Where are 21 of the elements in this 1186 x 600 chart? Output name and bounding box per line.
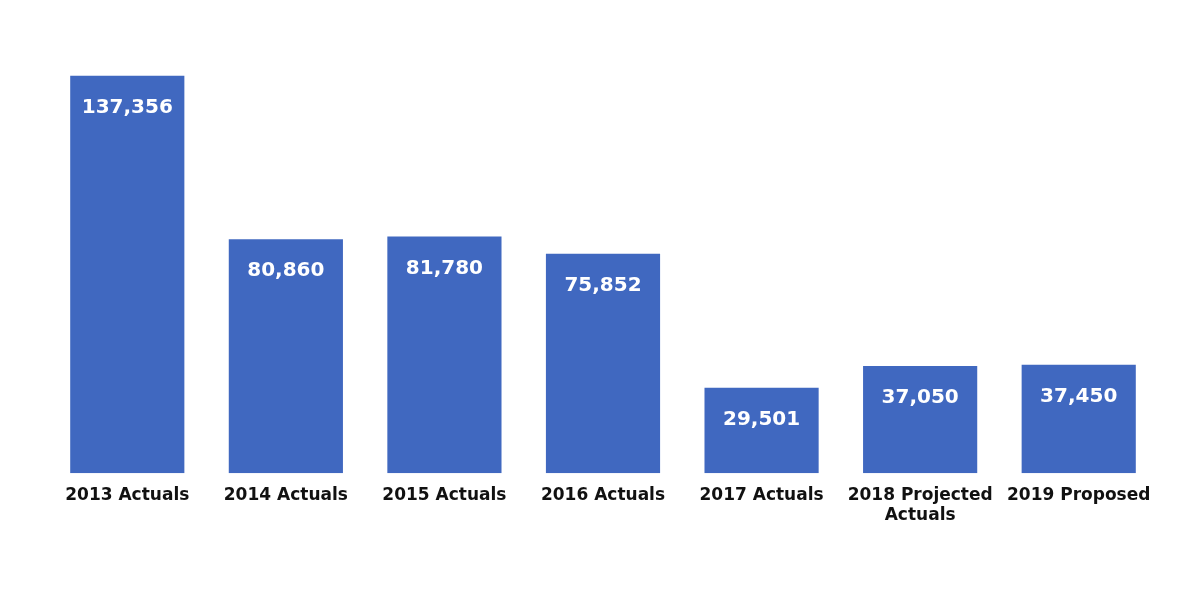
- x-tick-label: 2019 Proposed: [1007, 483, 1151, 504]
- data-label: 137,356: [81, 93, 173, 118]
- bar: [387, 236, 502, 474]
- bar: [1021, 364, 1136, 474]
- x-tick-label: 2018 Projected Actuals: [847, 483, 993, 525]
- bar: [863, 365, 978, 474]
- x-tick-label: 2014 Actuals: [223, 483, 348, 504]
- data-label: 80,860: [247, 257, 325, 282]
- data-label: 75,852: [564, 271, 642, 296]
- x-tick-label: 2016 Actuals: [540, 483, 666, 504]
- bar: [228, 239, 343, 474]
- bar: [704, 387, 819, 474]
- data-label: 37,450: [1040, 383, 1118, 408]
- bar: [545, 253, 661, 474]
- x-tick-label: 2015 Actuals: [382, 483, 507, 504]
- data-label: 81,780: [405, 254, 484, 279]
- x-tick-label: 2013 Actuals: [65, 483, 190, 504]
- bar: [70, 75, 185, 474]
- data-label: 37,050: [881, 384, 959, 409]
- data-label: 29,501: [722, 406, 801, 431]
- x-tick-label: 2017 Actuals: [699, 483, 824, 504]
